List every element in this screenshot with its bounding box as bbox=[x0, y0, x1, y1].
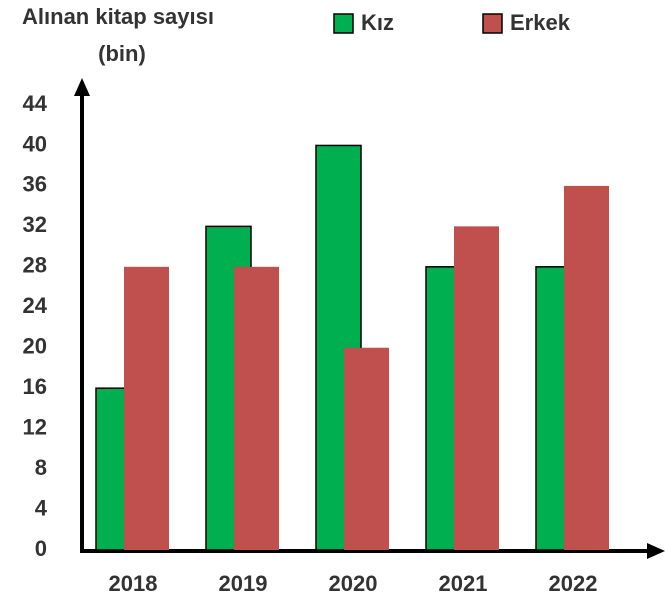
y-axis-label: (bin) bbox=[98, 41, 146, 66]
y-axis-arrow bbox=[74, 78, 90, 96]
y-tick-label: 4 bbox=[35, 495, 48, 520]
bar bbox=[234, 266, 279, 550]
bar bbox=[454, 226, 499, 550]
y-tick-label: 16 bbox=[23, 374, 47, 399]
y-tick-label: 20 bbox=[23, 334, 47, 359]
x-tick-label: 2018 bbox=[109, 571, 158, 596]
x-tick-label: 2021 bbox=[439, 571, 488, 596]
bar bbox=[124, 266, 169, 550]
y-tick-label: 44 bbox=[23, 91, 48, 116]
x-tick-label: 2019 bbox=[219, 571, 268, 596]
y-tick-label: 36 bbox=[23, 172, 47, 197]
bar bbox=[344, 347, 389, 550]
y-axis-label: Alınan kitap sayısı bbox=[22, 4, 214, 29]
y-tick-label: 28 bbox=[23, 253, 47, 278]
x-tick-label: 2020 bbox=[329, 571, 378, 596]
y-tick-label: 8 bbox=[35, 455, 47, 480]
bar bbox=[564, 185, 609, 550]
y-tick-label: 24 bbox=[23, 293, 48, 318]
y-tick-label: 12 bbox=[23, 414, 47, 439]
legend-swatch bbox=[333, 13, 354, 34]
x-tick-label: 2022 bbox=[549, 571, 598, 596]
legend-swatch bbox=[482, 13, 503, 34]
legend-label: Erkek bbox=[510, 10, 571, 35]
y-tick-label: 0 bbox=[35, 536, 47, 561]
legend-label: Kız bbox=[361, 10, 394, 35]
x-axis-arrow bbox=[647, 543, 665, 559]
y-tick-label: 40 bbox=[23, 131, 47, 156]
y-tick-label: 32 bbox=[23, 212, 47, 237]
